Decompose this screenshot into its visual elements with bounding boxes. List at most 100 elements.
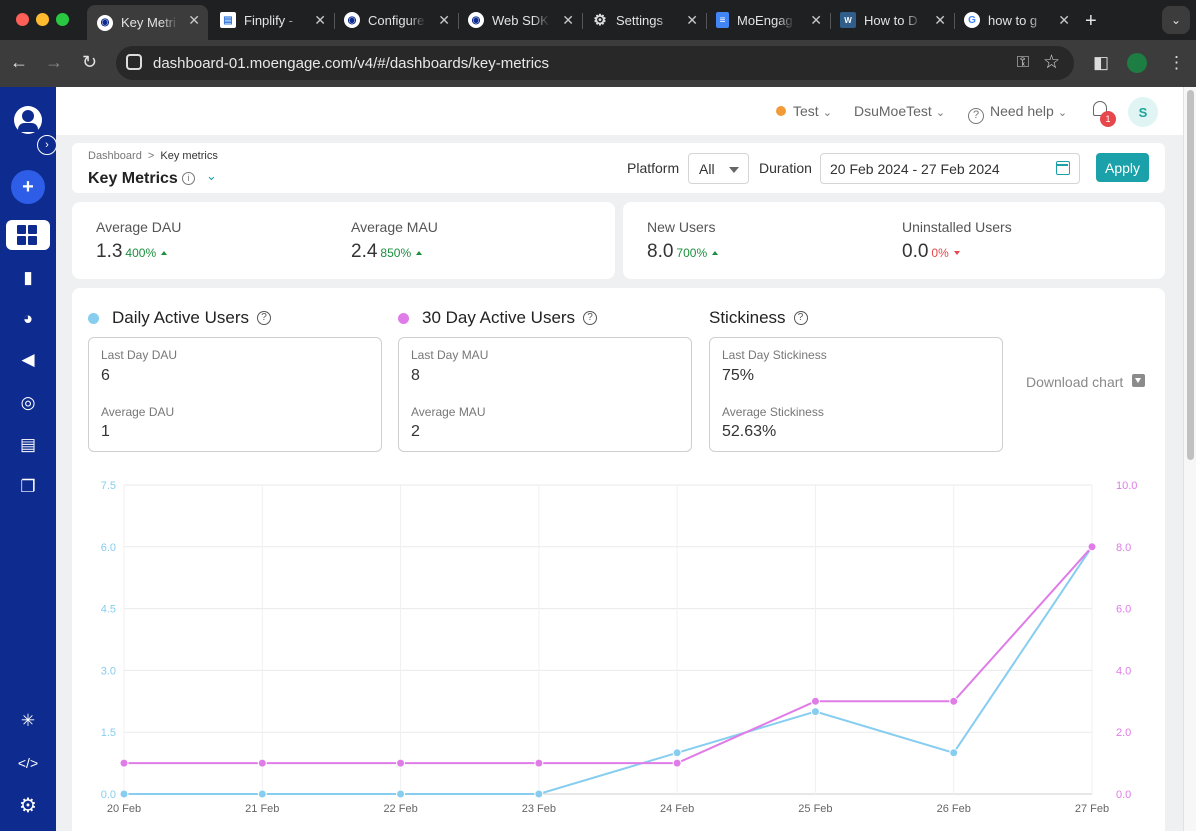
x-tick-label: 26 Feb [937,803,971,813]
developer-code-icon[interactable]: </> [17,755,39,771]
user-profile-icon[interactable]: ◎ [20,393,36,412]
y-right-tick-label: 0.0 [1116,789,1131,801]
chevron-down-icon: ⌄ [822,107,832,119]
help-dropdown[interactable]: ? Need help ⌄ [968,103,1067,124]
info-icon[interactable]: i [182,172,195,185]
metric-value: 2 [411,423,420,440]
templates-icon[interactable]: ❐ [20,477,36,496]
profile-icon[interactable] [1127,53,1147,73]
back-icon[interactable]: ← [10,52,28,72]
kpi-value: 0.0 [902,241,929,262]
series-line [124,546,1093,765]
y-right-tick-label: 10.0 [1116,480,1137,492]
scrollbar-thumb[interactable] [1187,90,1194,460]
calendar-icon[interactable] [1056,161,1070,175]
download-chart-link[interactable]: Download chart [1026,374,1124,390]
data-point [119,789,129,799]
dashboard-switch-chevron-icon[interactable]: ⌄ [206,168,217,183]
environment-dropdown[interactable]: Test ⌄ [793,103,832,119]
page-scrollbar[interactable] [1183,87,1196,831]
y-left-tick-label: 3.0 [101,665,116,677]
address-bar[interactable]: dashboard-01.moengage.com/v4/#/dashboard… [116,46,1074,80]
moengage-icon: ◉ [97,14,113,31]
y-left-tick-label: 6.0 [101,542,116,554]
tab-title: How to D [864,12,918,28]
main-content: Test ⌄ DsuMoeTest ⌄ ? Need help ⌄ 1 S Dashbo… [56,87,1183,831]
y-right-tick-label: 6.0 [1116,604,1131,616]
close-tab-icon[interactable]: ✕ [934,12,946,28]
close-window-button[interactable] [16,13,29,26]
tab-separator [706,13,707,29]
browser-tab[interactable]: ◉ Web SDK ✕ [458,5,582,35]
kpi-new-users: New Users 8.0 700% [647,219,719,263]
side-panel-icon[interactable]: ◧ [1093,53,1110,72]
minimize-window-button[interactable] [36,13,49,26]
browser-tab[interactable]: W How to D ✕ [830,5,954,35]
platform-select[interactable]: All [688,153,749,184]
create-plus-icon[interactable]: + [11,170,45,204]
browser-tab[interactable]: ◉ Configure ✕ [334,5,458,35]
breadcrumb-current: Key metrics [160,150,218,162]
notification-badge: 1 [1100,111,1116,127]
apply-button[interactable]: Apply [1096,153,1149,182]
user-avatar[interactable]: S [1128,97,1158,127]
maximize-window-button[interactable] [56,13,69,26]
x-tick-label: 20 Feb [107,803,141,813]
platform-label: Platform [627,160,680,176]
y-right-tick-label: 8.0 [1116,542,1131,554]
account-icon[interactable] [14,106,42,134]
metric-box-mau: Last Day MAU 8 Average MAU 2 [398,337,692,452]
environment-label: Test [793,103,819,119]
close-tab-icon[interactable]: ✕ [562,12,574,28]
section-30-day-active-users: 30 Day Active Users ? [398,308,598,328]
duration-date-picker[interactable]: 20 Feb 2024 - 27 Feb 2024 [820,153,1080,184]
password-key-icon[interactable]: ⚿ [1016,54,1029,71]
browser-menu-icon[interactable]: ⋮ [1168,53,1185,72]
campaigns-megaphone-icon[interactable]: ◀ [21,350,35,369]
kpi-value: 1.3 [96,241,123,262]
kpi-label: Average DAU [96,219,182,235]
kpi-uninstalled-users: Uninstalled Users 0.0 0% [902,219,1012,263]
browser-tab[interactable]: ⚙ Settings ✕ [582,5,706,35]
x-tick-label: 24 Feb [660,803,694,813]
browser-tab[interactable]: ≡ MoEngag ✕ [706,5,830,35]
browser-tab[interactable]: ◉ Key Metri ✕ [87,5,208,40]
close-tab-icon[interactable]: ✕ [810,12,822,28]
tab-search-icon[interactable]: ⌄ [1162,6,1190,34]
download-dropdown-icon[interactable] [1132,374,1145,387]
url-text[interactable]: dashboard-01.moengage.com/v4/#/dashboard… [153,55,550,72]
environment-dot-icon [776,106,786,116]
help-question-icon[interactable]: ? [793,311,808,325]
section-daily-active-users: Daily Active Users ? [88,308,271,328]
expand-sidebar-icon[interactable]: › [37,135,57,155]
active-users-chart-card: Daily Active Users ? 30 Day Active Users… [72,288,1165,831]
bookmark-star-icon[interactable]: ☆ [1042,52,1060,73]
segments-pie-icon[interactable]: ◕ [22,309,34,328]
site-settings-icon[interactable] [126,54,142,70]
close-tab-icon[interactable]: ✕ [1058,12,1070,28]
content-document-icon[interactable]: ▤ [19,435,37,454]
close-tab-icon[interactable]: ✕ [686,12,698,28]
close-tab-icon[interactable]: ✕ [314,12,326,28]
browser-tab[interactable]: G how to g ✕ [954,5,1078,35]
new-tab-icon[interactable]: + [1085,10,1097,32]
settings-gear-icon[interactable]: ⚙ [19,794,37,817]
browser-tab[interactable]: ▤ Finplify - ✕ [210,5,334,35]
trend-down-icon [953,251,960,255]
forward-icon[interactable]: → [45,52,63,72]
duration-value: 20 Feb 2024 - 27 Feb 2024 [830,161,1000,177]
series-dot-icon [88,312,99,324]
breadcrumb-dashboard[interactable]: Dashboard [88,150,142,162]
section-stickiness: Stickiness ? [709,308,808,328]
close-tab-icon[interactable]: ✕ [188,12,200,28]
integrations-icon[interactable]: ✳ [20,711,36,730]
chevron-down-icon: ⌄ [1057,107,1068,119]
dashboard-icon [17,225,37,245]
help-question-icon[interactable]: ? [583,311,598,325]
analytics-bar-icon[interactable]: ▮ [23,268,33,287]
reload-icon[interactable]: ↻ [82,52,98,72]
help-question-icon[interactable]: ? [256,311,271,325]
workspace-dropdown[interactable]: DsuMoeTest ⌄ [854,103,945,119]
close-tab-icon[interactable]: ✕ [438,12,450,28]
tab-separator [334,13,335,29]
